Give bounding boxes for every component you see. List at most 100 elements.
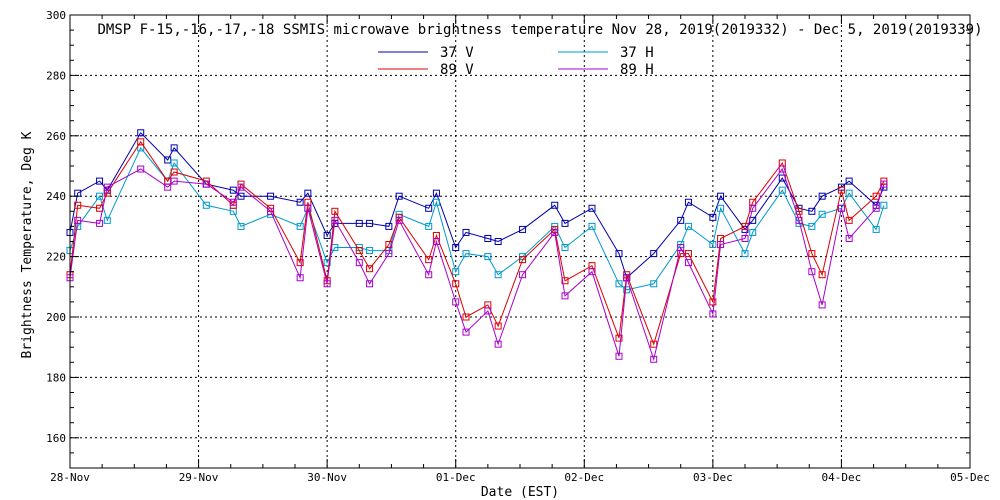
- data-point-37-v: [717, 192, 725, 200]
- data-point-37-h: [237, 222, 245, 230]
- data-point-89-h: [709, 310, 717, 318]
- x-tick-label: 28-Nov: [50, 471, 90, 484]
- data-point-89-h: [432, 238, 440, 245]
- data-point-89-h: [74, 216, 82, 224]
- x-axis-label: Date (EST): [481, 485, 559, 500]
- data-point-89-v: [462, 313, 470, 321]
- plot-frame: [69, 14, 971, 469]
- x-tick-label: 05-Dec: [950, 471, 990, 484]
- data-point-37-v: [237, 192, 245, 200]
- data-point-37-h: [623, 286, 631, 294]
- data-point-89-h: [452, 298, 460, 306]
- data-point-89-h: [845, 234, 853, 242]
- series-line-89-h: [69, 167, 885, 362]
- data-point-89-h: [588, 268, 596, 276]
- data-point-89-v: [709, 298, 717, 306]
- data-point-89-h: [677, 244, 685, 252]
- data-point-37-v: [588, 204, 596, 212]
- data-point-37-h: [741, 250, 749, 258]
- series-37-v: [66, 129, 888, 282]
- data-point-37-h: [808, 222, 816, 230]
- data-point-37-h: [717, 204, 725, 212]
- x-tick-label: 04-Dec: [822, 471, 862, 484]
- data-point-89-h: [229, 198, 237, 206]
- data-point-89-h: [170, 177, 178, 185]
- data-point-37-v: [452, 244, 460, 252]
- data-point-37-h: [650, 280, 658, 288]
- data-point-37-h: [615, 280, 623, 288]
- data-point-37-h: [561, 244, 569, 252]
- data-point-37-v: [323, 231, 331, 239]
- data-point-37-v: [432, 189, 440, 197]
- data-point-89-v: [808, 250, 816, 258]
- data-point-89-v: [170, 168, 178, 176]
- data-point-89-h: [331, 216, 339, 224]
- data-point-89-h: [385, 250, 393, 258]
- data-point-37-v: [677, 216, 685, 224]
- series-line-37-h: [69, 146, 885, 291]
- data-point-89-h: [202, 180, 210, 188]
- legend: 37 V 37 H 89 V 89 H: [378, 45, 654, 78]
- series-37-h: [66, 144, 888, 294]
- x-tick-label: 03-Dec: [693, 471, 733, 484]
- data-point-37-h: [749, 228, 757, 236]
- data-point-37-h: [432, 198, 440, 206]
- data-point-37-v: [395, 192, 403, 200]
- data-series: [66, 129, 888, 363]
- data-point-37-v: [845, 177, 853, 185]
- data-point-89-v: [366, 265, 374, 273]
- data-point-37-v: [366, 219, 374, 227]
- data-point-37-v: [304, 189, 312, 197]
- data-point-89-v: [355, 247, 363, 255]
- data-point-37-v: [229, 186, 237, 194]
- x-tick-label: 29-Nov: [179, 471, 219, 484]
- data-point-89-v: [137, 138, 145, 146]
- data-point-37-v: [818, 192, 826, 200]
- data-point-37-v: [296, 198, 304, 206]
- data-point-89-h: [808, 268, 816, 276]
- data-point-89-h: [296, 274, 304, 282]
- data-point-89-h: [615, 352, 623, 360]
- data-point-89-v: [296, 259, 304, 267]
- y-axis-label: Brightness Temperature, Deg K: [20, 131, 35, 358]
- data-point-89-h: [103, 183, 111, 191]
- data-point-37-v: [808, 207, 816, 215]
- data-point-89-h: [741, 234, 749, 242]
- data-point-37-v: [267, 192, 275, 200]
- data-point-89-v: [684, 250, 692, 258]
- data-point-89-h: [425, 271, 433, 279]
- data-point-37-h: [425, 222, 433, 230]
- data-point-89-h: [519, 271, 527, 279]
- data-point-37-h: [872, 225, 880, 233]
- data-point-89-h: [837, 204, 845, 212]
- data-point-89-h: [395, 216, 403, 224]
- data-point-37-h: [452, 268, 460, 276]
- data-point-89-h: [623, 274, 631, 282]
- data-point-89-h: [304, 204, 312, 212]
- legend-label-89-h: 89 H: [620, 62, 654, 78]
- data-point-89-v: [331, 207, 339, 215]
- data-point-89-h: [237, 183, 245, 191]
- data-point-37-v: [684, 198, 692, 206]
- legend-label-37-h: 37 H: [620, 45, 654, 61]
- data-point-89-v: [650, 340, 658, 348]
- legend-label-89-v: 89 V: [440, 62, 474, 78]
- data-point-89-h: [96, 219, 104, 227]
- data-point-37-v: [425, 204, 433, 212]
- data-point-37-h: [202, 201, 210, 209]
- x-tick-label: 02-Dec: [564, 471, 604, 484]
- legend-label-37-v: 37 V: [440, 45, 474, 61]
- data-point-89-v: [561, 277, 569, 285]
- data-point-89-h: [366, 280, 374, 288]
- series-89-h: [66, 165, 888, 363]
- series-line-37-v: [69, 131, 885, 279]
- data-point-89-v: [452, 280, 460, 288]
- data-point-37-v: [96, 177, 104, 185]
- data-point-37-v: [385, 222, 393, 230]
- data-point-37-v: [462, 228, 470, 236]
- axes: 28-Nov 29-Nov 30-Nov 01-Dec 02-Dec 03-Dec 04-D…: [46, 9, 990, 484]
- data-point-89-v: [494, 322, 502, 330]
- data-point-89-v: [872, 192, 880, 200]
- data-point-89-h: [323, 280, 331, 288]
- y-tick-label: 180: [46, 371, 66, 384]
